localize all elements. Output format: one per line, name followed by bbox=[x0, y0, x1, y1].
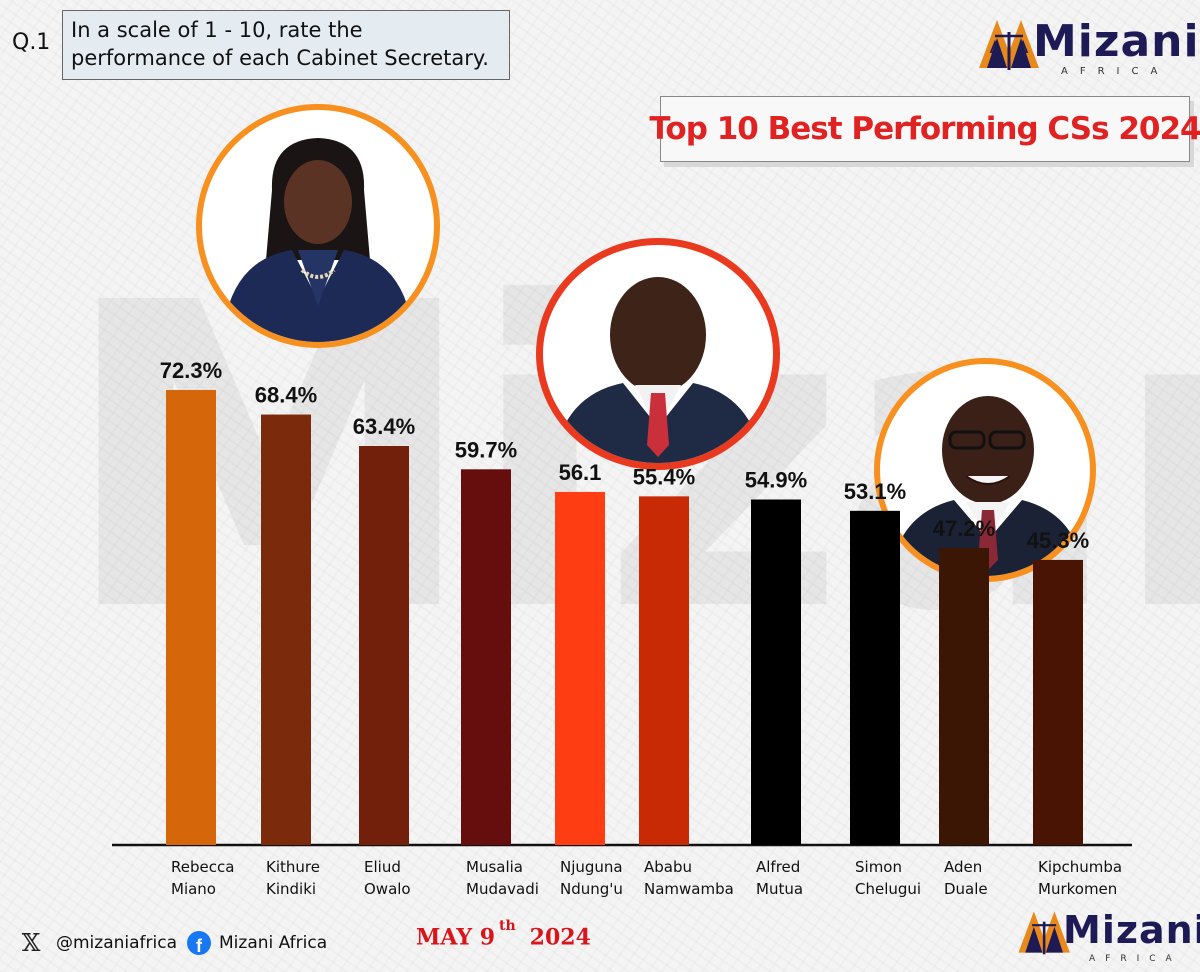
logo-subtitle-bottom: AFRICA bbox=[1089, 954, 1182, 964]
category-label-1-line-1: Rebecca bbox=[171, 858, 234, 876]
category-label-4-line-1: Musalia bbox=[466, 858, 523, 876]
bar-10 bbox=[1033, 559, 1083, 845]
date-year: 2024 bbox=[529, 924, 591, 951]
category-label-3-line-2: Owalo bbox=[364, 880, 411, 898]
data-label-4: 59.7% bbox=[455, 437, 517, 462]
category-label-6-line-1: Ababu bbox=[644, 858, 692, 876]
category-label-5-line-2: Ndung'u bbox=[560, 880, 623, 898]
date-main: MAY 9 bbox=[416, 924, 495, 951]
category-label-4-line-2: Mudavadi bbox=[466, 880, 539, 898]
question-text: In a scale of 1 - 10, rate the performan… bbox=[62, 10, 510, 80]
data-label-8: 53.1% bbox=[844, 479, 906, 504]
data-label-5: 56.1 bbox=[559, 460, 602, 485]
bar-8 bbox=[850, 510, 900, 845]
category-label-2-line-2: Kindiki bbox=[266, 880, 316, 898]
bar-7 bbox=[751, 499, 801, 845]
data-label-7: 54.9% bbox=[745, 468, 807, 493]
data-label-6: 55.4% bbox=[633, 464, 695, 489]
data-label-10: 45.3% bbox=[1027, 528, 1089, 553]
category-label-1-line-2: Miano bbox=[171, 880, 216, 898]
x-logo-icon[interactable]: 𝕏 bbox=[21, 929, 41, 957]
category-label-9-line-2: Duale bbox=[944, 880, 988, 898]
logo-wordmark-bottom: Mizani bbox=[1063, 908, 1200, 952]
mizani-logo-bottom: Mizani AFRICA bbox=[1015, 902, 1200, 968]
bar-6 bbox=[639, 496, 689, 845]
category-label-5-line-1: Njuguna bbox=[560, 858, 623, 876]
portrait-kithure-kindiki bbox=[536, 238, 780, 470]
bar-1 bbox=[166, 390, 216, 845]
data-label-2: 68.4% bbox=[255, 383, 317, 408]
bar-9 bbox=[939, 547, 989, 845]
category-label-8-line-1: Simon bbox=[855, 858, 902, 876]
bar-4 bbox=[461, 469, 511, 845]
portrait-alfred-mutua bbox=[874, 358, 1096, 582]
category-label-8-line-2: Chelugui bbox=[855, 880, 921, 898]
mizani-scales-icon bbox=[979, 20, 1039, 70]
date-suffix: th bbox=[499, 918, 516, 934]
bar-3 bbox=[359, 446, 409, 845]
chart-title: Top 10 Best Performing CSs 2024 bbox=[649, 111, 1200, 147]
facebook-icon[interactable]: f bbox=[187, 931, 212, 955]
data-label-1: 72.3% bbox=[160, 358, 222, 383]
logo-subtitle: AFRICA bbox=[1061, 66, 1170, 77]
chart-title-banner: Top 10 Best Performing CSs 2024 bbox=[649, 96, 1200, 162]
category-label-6-line-2: Namwamba bbox=[644, 880, 734, 898]
mizani-logo-top: Mizani AFRICA bbox=[975, 8, 1199, 80]
facebook-name[interactable]: Mizani Africa bbox=[219, 933, 328, 953]
data-label-9: 47.2% bbox=[933, 516, 995, 541]
mizani-scales-icon-bottom bbox=[1018, 911, 1070, 955]
logo-wordmark: Mizani bbox=[1033, 16, 1200, 67]
data-label-3: 63.4% bbox=[353, 414, 415, 439]
bar-2 bbox=[261, 414, 311, 845]
portrait-rebecca-miano bbox=[196, 104, 440, 348]
category-label-10-line-1: Kipchumba bbox=[1038, 858, 1122, 876]
question-number: Q.1 bbox=[12, 30, 51, 55]
category-label-2-line-1: Kithure bbox=[266, 858, 320, 876]
footer-social: 𝕏 @mizaniafrica f Mizani Africa bbox=[18, 929, 328, 957]
bar-5 bbox=[555, 491, 605, 845]
category-label-7-line-2: Mutua bbox=[756, 880, 803, 898]
category-label-9-line-1: Aden bbox=[944, 858, 982, 876]
category-label-3-line-1: Eliud bbox=[364, 858, 401, 876]
category-label-7-line-1: Alfred bbox=[756, 858, 800, 876]
x-handle[interactable]: @mizaniafrica bbox=[56, 933, 178, 953]
category-label-10-line-2: Murkomen bbox=[1038, 880, 1117, 898]
